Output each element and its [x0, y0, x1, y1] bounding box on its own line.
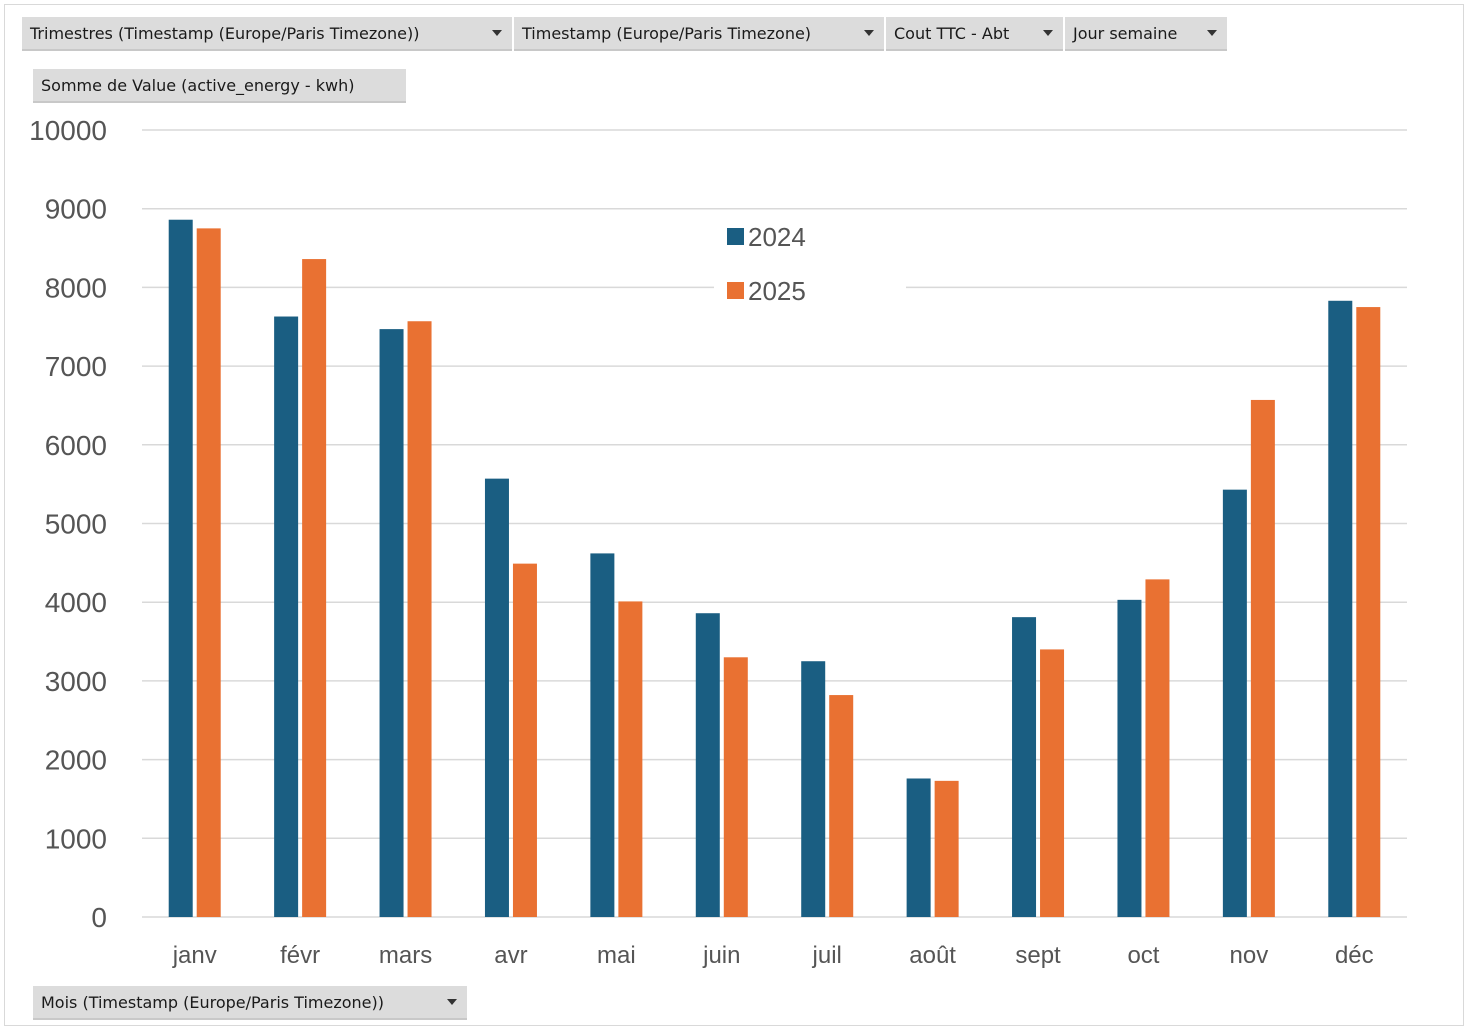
filter-cout-ttc-button[interactable]: Cout TTC - Abt	[886, 17, 1063, 51]
x-tick-label: mars	[379, 942, 432, 969]
bar-2024-févr	[274, 316, 299, 917]
y-axis-ticks: 0 1000 2000 3000 4000 5000 6000 7000 8000 9000 100…	[29, 115, 107, 933]
bar-2025-juin	[723, 657, 748, 917]
bar-2024-juin	[695, 613, 720, 917]
y-tick-label: 5000	[45, 509, 107, 540]
filter-trimestres-label: Trimestres (Timestamp (Europe/Paris Time…	[30, 23, 420, 43]
bar-2025-juil	[829, 695, 854, 917]
x-tick-label: mai	[597, 942, 636, 969]
x-axis-ticks: janv févr mars avr mai juin juil août sept oct nov…	[172, 942, 1374, 969]
axis-field-button[interactable]: Mois (Timestamp (Europe/Paris Timezone))	[33, 986, 467, 1020]
x-tick-label: août	[909, 942, 956, 969]
chevron-down-icon[interactable]	[1043, 30, 1053, 36]
chevron-down-icon[interactable]	[492, 30, 502, 36]
x-tick-label: déc	[1335, 942, 1374, 969]
bar-2025-avr	[512, 563, 537, 917]
bar-2024-déc	[1328, 300, 1353, 917]
filter-cout-ttc-label: Cout TTC - Abt	[894, 23, 1010, 43]
y-tick-label: 8000	[45, 272, 107, 303]
value-field-button[interactable]: Somme de Value (active_energy - kwh)	[33, 69, 406, 103]
bar-2024-mai	[590, 553, 615, 917]
y-tick-label: 3000	[45, 666, 107, 697]
filter-timestamp-button[interactable]: Timestamp (Europe/Paris Timezone)	[514, 17, 884, 51]
bar-2024-août	[906, 778, 931, 917]
y-tick-label: 9000	[45, 194, 107, 225]
legend[interactable]: 2024 2025	[714, 210, 906, 320]
chevron-down-icon[interactable]	[447, 999, 457, 1005]
x-tick-label: févr	[280, 942, 320, 969]
bar-2025-sept	[1040, 649, 1065, 917]
y-tick-label: 10000	[29, 115, 107, 146]
bar-2024-nov	[1222, 489, 1247, 917]
bar-2025-août	[934, 780, 959, 917]
bar-2025-nov	[1250, 399, 1275, 917]
bar-2025-déc	[1356, 307, 1381, 917]
filter-timestamp-label: Timestamp (Europe/Paris Timezone)	[522, 23, 812, 43]
y-tick-label: 1000	[45, 823, 107, 854]
bar-2025-mai	[618, 601, 643, 917]
legend-label-2024: 2024	[748, 222, 806, 252]
y-tick-label: 2000	[45, 745, 107, 776]
filter-jour-semaine-button[interactable]: Jour semaine	[1065, 17, 1227, 51]
x-tick-label: avr	[494, 942, 527, 969]
y-tick-label: 6000	[45, 430, 107, 461]
x-tick-label: janv	[172, 942, 217, 969]
bars	[168, 219, 1381, 918]
y-tick-label: 4000	[45, 587, 107, 618]
chevron-down-icon[interactable]	[1207, 30, 1217, 36]
legend-swatch-2024	[727, 228, 744, 245]
filter-trimestres-button[interactable]: Trimestres (Timestamp (Europe/Paris Time…	[22, 17, 512, 51]
axis-field-label: Mois (Timestamp (Europe/Paris Timezone))	[41, 992, 384, 1012]
x-tick-label: juil	[812, 942, 842, 969]
bar-2025-oct	[1145, 579, 1170, 917]
x-tick-label: juin	[702, 942, 740, 969]
bar-2024-juil	[801, 661, 826, 917]
chevron-down-icon[interactable]	[864, 30, 874, 36]
x-tick-label: nov	[1230, 942, 1269, 969]
bar-2024-mars	[379, 329, 404, 918]
y-tick-label: 7000	[45, 351, 107, 382]
x-tick-label: oct	[1127, 942, 1159, 969]
value-field-label: Somme de Value (active_energy - kwh)	[41, 75, 355, 95]
legend-swatch-2025	[727, 282, 744, 299]
bar-2024-avr	[484, 478, 509, 917]
filter-jour-semaine-label: Jour semaine	[1073, 23, 1178, 43]
bar-2025-févr	[302, 259, 327, 917]
legend-box	[714, 210, 906, 320]
bar-2024-oct	[1117, 599, 1142, 917]
gridlines	[142, 129, 1407, 918]
y-tick-label: 0	[91, 902, 107, 933]
legend-label-2025: 2025	[748, 276, 806, 306]
bar-2024-sept	[1012, 617, 1037, 917]
x-tick-label: sept	[1015, 942, 1061, 969]
bar-2025-janv	[196, 228, 221, 917]
pivot-chart-frame	[4, 4, 1464, 1026]
bar-2024-janv	[168, 219, 193, 917]
bar-2025-mars	[407, 321, 432, 918]
